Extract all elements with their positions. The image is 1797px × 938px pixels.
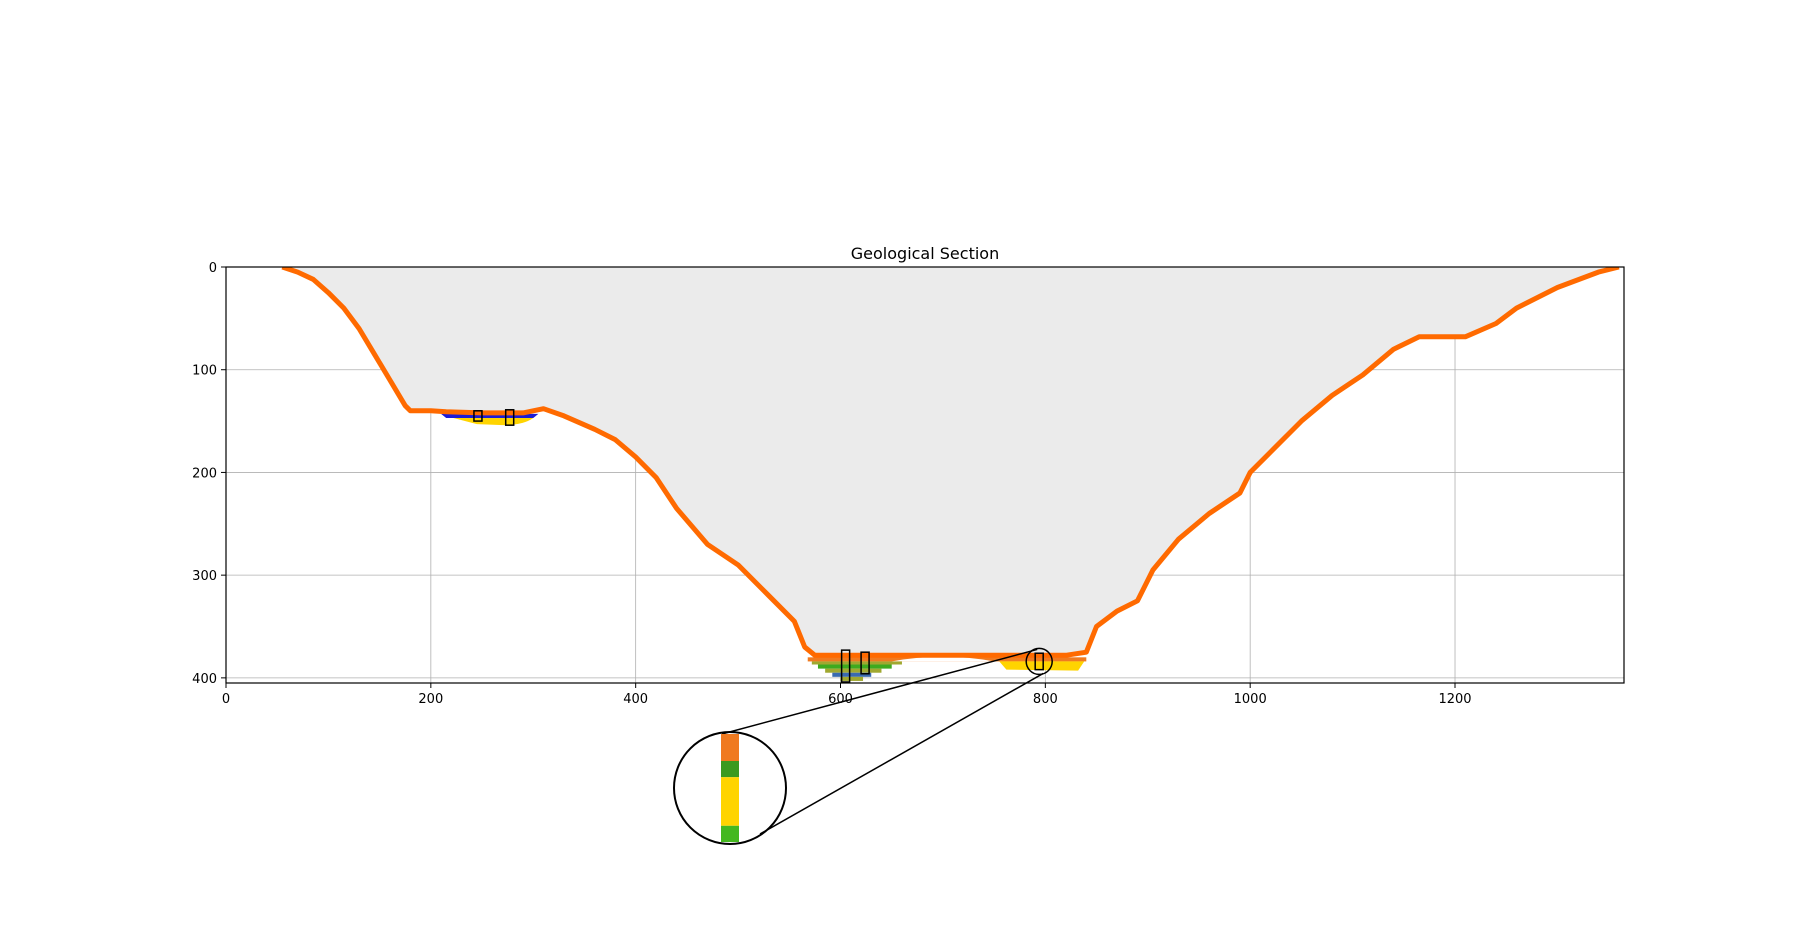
x-tick-label: 400 [623, 692, 648, 707]
callout-column-layer [721, 825, 739, 842]
valley-floor-layer [817, 664, 892, 669]
x-axis: 0 200 400 600 800 1000 1200 [222, 683, 1472, 707]
callout-source-circle [1025, 647, 1053, 676]
borehole-marker [1034, 652, 1044, 671]
boreholes [473, 409, 1044, 683]
x-tick-label: 200 [418, 692, 443, 707]
borehole-marker [840, 649, 851, 683]
plot-frame [225, 266, 1625, 684]
y-axis: 0 100 200 300 400 [192, 261, 226, 687]
x-tick-label: 1200 [1438, 692, 1471, 707]
callout-column-layer [721, 777, 739, 826]
plot-area [281, 267, 1620, 683]
borehole-marker [473, 410, 483, 422]
terrace-yellow-layer [453, 417, 534, 426]
y-tick-label: 200 [192, 466, 217, 481]
valley-floor-layer [840, 676, 864, 681]
y-tick-label: 0 [209, 261, 217, 276]
x-tick-label: 1000 [1234, 692, 1267, 707]
floor-gap [891, 656, 995, 662]
valley-floor-layer [825, 668, 882, 673]
x-tick-label: 0 [222, 692, 230, 707]
valley-fill [282, 267, 1619, 656]
valley-floor-layer [832, 672, 872, 677]
y-tick-label: 300 [192, 569, 217, 584]
valley-floor-layer [811, 661, 902, 665]
floor-yellow-lens [999, 661, 1085, 671]
surface-profile-line [281, 267, 1620, 658]
callout-column-layer [721, 761, 739, 778]
callout-column-layer [721, 734, 739, 761]
y-tick-label: 400 [192, 672, 217, 687]
borehole-callout [673, 647, 1053, 845]
x-tick-label: 800 [1033, 692, 1058, 707]
chart-title: Geological Section [851, 244, 999, 263]
borehole-marker [504, 409, 515, 426]
y-tick-label: 100 [192, 364, 217, 379]
callout-zoom-circle [673, 731, 787, 845]
borehole-marker [860, 651, 870, 675]
callout-connector-line [759, 672, 1044, 835]
callout-connector-line [721, 648, 1038, 735]
